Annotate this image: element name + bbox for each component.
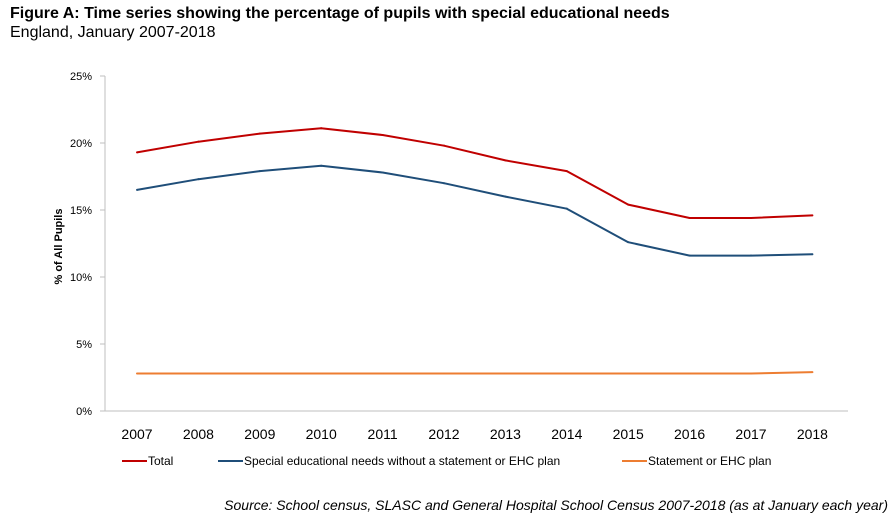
data-point — [258, 170, 261, 173]
x-tick-label: 2013 — [490, 426, 521, 442]
y-tick-label: 10% — [70, 272, 92, 284]
legend-label-1: Total — [148, 454, 173, 468]
data-point — [811, 214, 814, 217]
x-tick-label: 2014 — [551, 426, 582, 442]
x-tick-label: 2009 — [244, 426, 275, 442]
data-point — [811, 371, 814, 374]
data-point — [565, 207, 568, 210]
data-point — [136, 372, 138, 375]
data-point — [443, 182, 445, 185]
data-point — [627, 203, 630, 206]
chart-axes: 0% 5% 10% 15% 20% 25% % of All Pupils 2007 2008 2… — [53, 71, 848, 442]
x-tick-label: 2017 — [735, 426, 766, 442]
y-tick-label: 0% — [76, 406, 92, 418]
x-tick-label: 2011 — [368, 426, 398, 442]
data-point — [750, 254, 752, 257]
y-tick-label: 15% — [70, 205, 92, 217]
data-point — [136, 188, 138, 191]
chart-series — [136, 127, 814, 375]
data-point — [197, 178, 200, 181]
data-point — [565, 372, 568, 375]
y-axis-title: % of All Pupils — [53, 209, 65, 285]
legend-label-3: Statement or EHC plan — [648, 454, 771, 468]
data-point — [504, 159, 507, 162]
data-point — [136, 151, 138, 154]
data-point — [750, 372, 752, 375]
data-point — [443, 372, 445, 375]
x-tick-label: 2010 — [306, 426, 337, 442]
data-point — [320, 164, 323, 167]
series-line-1 — [136, 127, 813, 219]
data-point — [504, 195, 507, 198]
data-point — [197, 140, 200, 143]
data-point — [381, 171, 384, 174]
x-tick-label: 2008 — [183, 426, 214, 442]
y-tick-label: 25% — [70, 71, 92, 83]
x-tick-label: 2007 — [121, 426, 152, 442]
data-point — [811, 253, 814, 256]
series-line-3 — [137, 371, 813, 375]
chart-subtitle: England, January 2007-2018 — [10, 24, 216, 41]
data-point — [320, 127, 323, 130]
data-point — [565, 170, 568, 173]
y-tick-label: 5% — [76, 339, 92, 351]
data-point — [504, 372, 507, 375]
data-point — [197, 372, 200, 375]
data-point — [381, 133, 384, 136]
chart-title: Figure A: Time series showing the percen… — [10, 5, 670, 22]
data-point — [750, 217, 752, 220]
data-point — [258, 132, 261, 135]
chart-source-note: Source: School census, SLASC and General… — [224, 497, 888, 513]
data-point — [443, 144, 445, 147]
data-point — [688, 217, 691, 220]
legend-label-2: Special educational needs without a stat… — [244, 454, 560, 468]
x-tick-label: 2018 — [797, 426, 828, 442]
data-point — [688, 372, 691, 375]
data-point — [627, 372, 630, 375]
chart-legend: Total Special educational needs without a… — [122, 454, 771, 468]
line-chart: 0% 5% 10% 15% 20% 25% % of All Pupils 2007 2008 2… — [53, 71, 848, 468]
y-tick-label: 20% — [70, 138, 92, 150]
x-tick-label: 2012 — [428, 426, 459, 442]
data-point — [320, 372, 323, 375]
data-point — [688, 254, 691, 257]
series-line-2 — [136, 164, 813, 257]
x-tick-label: 2015 — [613, 426, 644, 442]
data-point — [381, 372, 384, 375]
data-point — [258, 372, 261, 375]
data-point — [627, 241, 630, 244]
x-tick-label: 2016 — [674, 426, 705, 442]
